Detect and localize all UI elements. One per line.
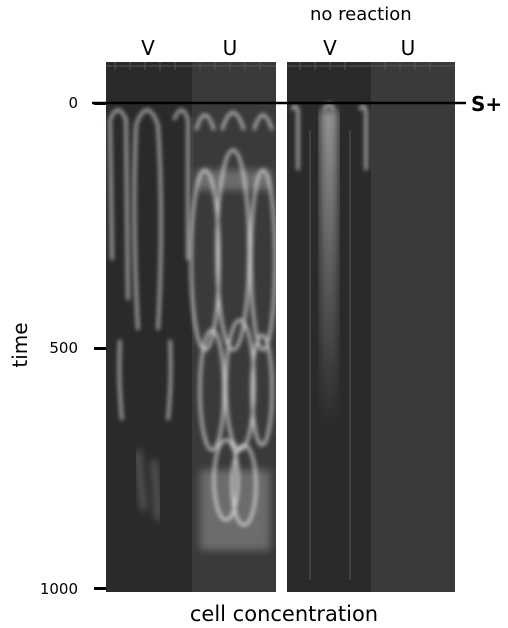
top-strip: [106, 62, 455, 70]
col-label-noreaction-v: V: [323, 36, 337, 60]
noreaction-u-background: [371, 62, 455, 592]
panel-gap: [276, 62, 287, 592]
y-tick-label-500: 500: [49, 339, 78, 357]
y-tick-1000: [94, 587, 106, 590]
y-tick-label-0: 0: [68, 94, 78, 112]
stimulus-label: S+: [471, 92, 503, 116]
col-label-noreaction-u: U: [400, 36, 416, 60]
no-reaction-title: no reaction: [310, 4, 412, 25]
noreaction-v-streaks: [309, 130, 351, 580]
reaction-v-lower-waves: [136, 449, 160, 521]
y-tick-label-1000: 1000: [39, 580, 78, 598]
col-label-reaction-u: U: [222, 36, 238, 60]
y-tick-0: [94, 102, 106, 105]
reaction-u-glow: [196, 170, 272, 550]
reaction-u-waves: [189, 111, 277, 527]
noreaction-v-center-column: [320, 110, 338, 430]
x-axis-label: cell concentration: [189, 602, 379, 626]
y-axis-label: time: [8, 322, 32, 368]
reaction-v-waves: [108, 108, 190, 421]
reaction-v-background: [106, 62, 192, 592]
col-label-reaction-v: V: [141, 36, 155, 60]
y-tick-500: [94, 347, 106, 350]
